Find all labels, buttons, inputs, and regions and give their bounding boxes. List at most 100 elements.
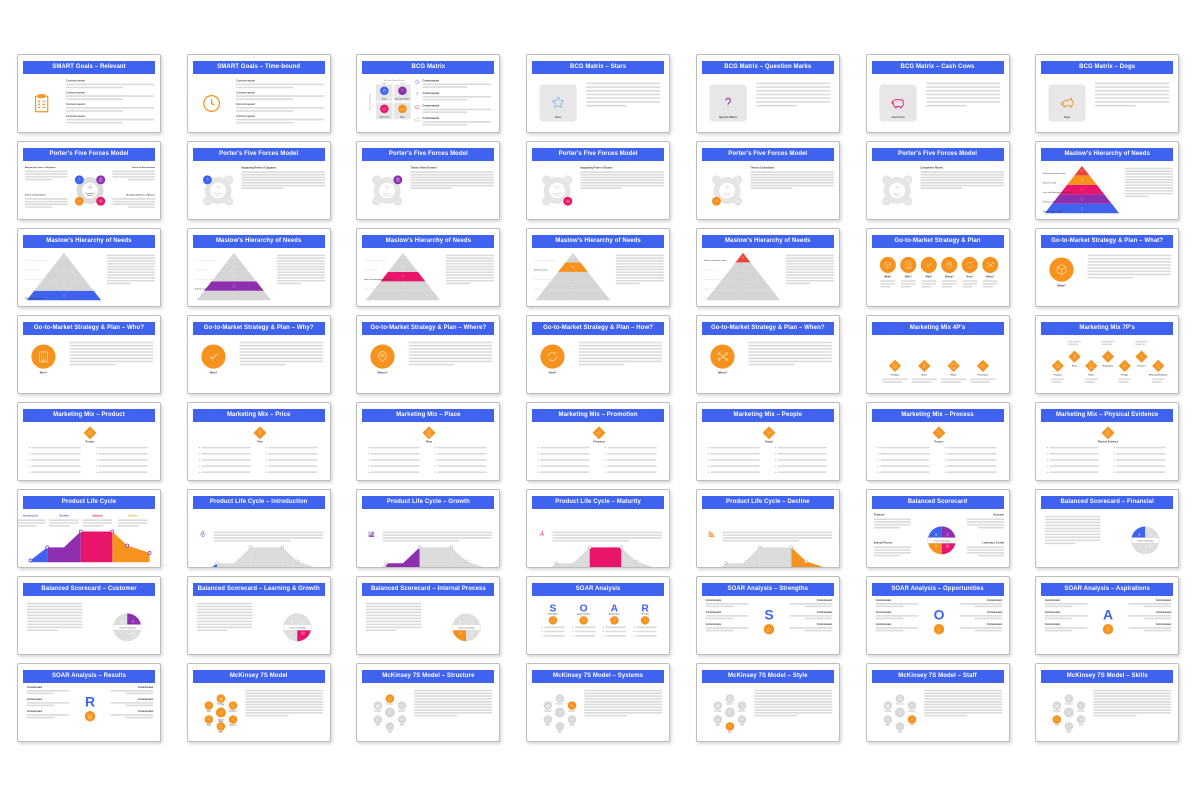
svg-text:Structure: Structure (386, 702, 394, 705)
svg-text:Staff: Staff (740, 723, 744, 726)
svg-text:Strategy: Strategy (1054, 709, 1061, 712)
svg-text:R: R (85, 693, 95, 709)
svg-text:Safety needs: Safety needs (704, 287, 716, 290)
svg-text:Staff: Staff (207, 723, 211, 726)
svg-text:Contentspeam: Contentspeam (817, 598, 832, 601)
svg-text:Contentspeam: Contentspeam (986, 598, 1001, 601)
svg-text:Love and belongingness needs: Love and belongingness needs (1043, 191, 1072, 193)
svg-text:Physiological needs: Physiological needs (704, 297, 723, 299)
svg-text:What?: What? (884, 275, 892, 278)
svg-text:Physiological needs: Physiological needs (1043, 210, 1062, 212)
svg-text:Market Growth Rate: Market Growth Rate (369, 93, 372, 110)
svg-text:Staff: Staff (1079, 723, 1083, 726)
svg-text:Skills: Skills (376, 724, 381, 726)
svg-text:Bargaining Power of Suppliers: Bargaining Power of Suppliers (241, 166, 277, 169)
svg-text:Contentspeam: Contentspeam (27, 685, 42, 688)
svg-text:Competitive Rivalry: Competitive Rivalry (920, 166, 943, 169)
svg-text:Systems: Systems (1078, 709, 1085, 712)
svg-text:A: A (1103, 606, 1113, 622)
svg-text:Systems: Systems (229, 723, 236, 726)
svg-text:Physical Evidence: Physical Evidence (1149, 374, 1168, 376)
svg-text:Systems: Systems (908, 709, 915, 712)
svg-text:Contentspeam: Contentspeam (27, 697, 42, 700)
svg-text:Style: Style (728, 730, 732, 733)
svg-text:Physiological needs: Physiological needs (364, 297, 383, 299)
svg-text:Contentspeam: Contentspeam (235, 102, 255, 106)
svg-text:Product: Product (86, 440, 95, 443)
svg-text:Introduction: Introduction (23, 513, 39, 517)
svg-text:Love and belongingness needs: Love and belongingness needs (534, 278, 563, 280)
svg-text:Safety needs: Safety needs (1043, 200, 1055, 203)
svg-text:Love and belongingness needs: Love and belongingness needs (25, 278, 54, 280)
svg-text:Self-actualization needs: Self-actualization needs (1043, 171, 1066, 174)
svg-text:Vision & Strategy: Vision & Strategy (933, 539, 950, 542)
svg-text:Promotion: Promotion (977, 373, 988, 376)
svg-text:Who?: Who? (40, 370, 48, 374)
svg-text:Structure: Structure (1065, 702, 1073, 705)
svg-text:Self-actualization needs: Self-actualization needs (364, 258, 387, 261)
svg-text:Cash Cows: Cash Cows (379, 116, 389, 118)
svg-text:Contentspeam: Contentspeam (423, 79, 440, 82)
svg-text:Vision & Strategy: Vision & Strategy (458, 626, 475, 629)
svg-text:Place: Place (426, 441, 433, 443)
svg-text:Aspirations: Aspirations (609, 612, 622, 615)
svg-text:Contentspeam: Contentspeam (66, 90, 86, 94)
svg-text:Internal Process: Internal Process (873, 541, 892, 544)
svg-text:Dogs: Dogs (1064, 115, 1071, 118)
svg-text:Self-actualization needs: Self-actualization needs (534, 258, 557, 261)
svg-text:Structure: Structure (556, 702, 564, 705)
svg-text:Esteem needs: Esteem needs (1043, 181, 1057, 184)
svg-text:Strategy: Strategy (217, 702, 224, 705)
svg-text:Contentspeam: Contentspeam (986, 623, 1001, 626)
svg-text:Contentspeam: Contentspeam (66, 102, 86, 106)
svg-text:Structure: Structure (229, 709, 237, 712)
svg-text:Threat of New Entrants: Threat of New Entrants (132, 166, 156, 169)
svg-text:Vision & Strategy: Vision & Strategy (119, 626, 136, 629)
svg-text:Growth: Growth (59, 513, 68, 517)
svg-text:When?: When? (986, 275, 995, 278)
svg-text:Contentspeam: Contentspeam (1156, 598, 1171, 601)
svg-text:Bargaining Power of Suppliers: Bargaining Power of Suppliers (25, 167, 57, 169)
svg-text:Safety needs: Safety needs (534, 287, 546, 290)
svg-text:Skills: Skills (218, 731, 223, 733)
svg-text:Results: Results (641, 612, 649, 615)
svg-text:Style: Style (1067, 730, 1071, 733)
svg-text:Bargaining Power of Buyers: Bargaining Power of Buyers (580, 166, 613, 169)
svg-text:Esteem needs: Esteem needs (25, 268, 39, 271)
svg-text:Contentspeam: Contentspeam (235, 90, 255, 94)
svg-text:Rivalry: Rivalry (894, 194, 900, 196)
svg-text:Contentspeam: Contentspeam (875, 610, 890, 613)
svg-text:Contentspeam: Contentspeam (1045, 623, 1060, 626)
svg-text:Esteem needs: Esteem needs (704, 268, 718, 271)
svg-text:Relative Market Share: Relative Market Share (384, 79, 406, 82)
svg-text:Contentspeam: Contentspeam (817, 610, 832, 613)
svg-text:Style: Style (388, 730, 392, 733)
svg-text:Strengths: Strengths (548, 612, 559, 615)
svg-text:How?: How? (549, 370, 557, 374)
svg-text:Contentspeam: Contentspeam (235, 113, 255, 117)
svg-text:Rivalry: Rivalry (87, 194, 93, 196)
svg-text:Dogs: Dogs (400, 116, 405, 118)
svg-text:Self-actualization needs: Self-actualization needs (195, 258, 218, 261)
svg-text:Safety needs: Safety needs (364, 287, 376, 290)
svg-text:Price: Price (257, 441, 263, 443)
svg-text:Rivalry: Rivalry (724, 194, 730, 196)
svg-text:Cash Cows: Cash Cows (891, 115, 905, 118)
svg-text:Style: Style (897, 730, 901, 733)
svg-text:Question Marks: Question Marks (396, 97, 411, 100)
svg-text:Skills: Skills (546, 724, 551, 726)
svg-text:Process: Process (1138, 365, 1147, 367)
svg-text:Threat of New Entrants: Threat of New Entrants (411, 166, 438, 169)
svg-text:Self-actualization needs: Self-actualization needs (25, 258, 48, 261)
svg-text:Contentspeam: Contentspeam (423, 117, 440, 120)
svg-text:Product: Product (891, 373, 899, 376)
svg-text:Customer: Customer (992, 513, 1003, 516)
svg-text:Decline: Decline (128, 513, 138, 517)
svg-text:Love and belongingness needs: Love and belongingness needs (704, 278, 733, 280)
svg-text:Style: Style (206, 709, 210, 712)
svg-text:Where?: Where? (944, 275, 953, 278)
svg-text:Rivalry: Rivalry (385, 194, 391, 196)
svg-text:Who?: Who? (904, 275, 911, 278)
svg-text:Physiological needs: Physiological needs (25, 297, 44, 299)
svg-text:Contentspeam: Contentspeam (1045, 610, 1060, 613)
